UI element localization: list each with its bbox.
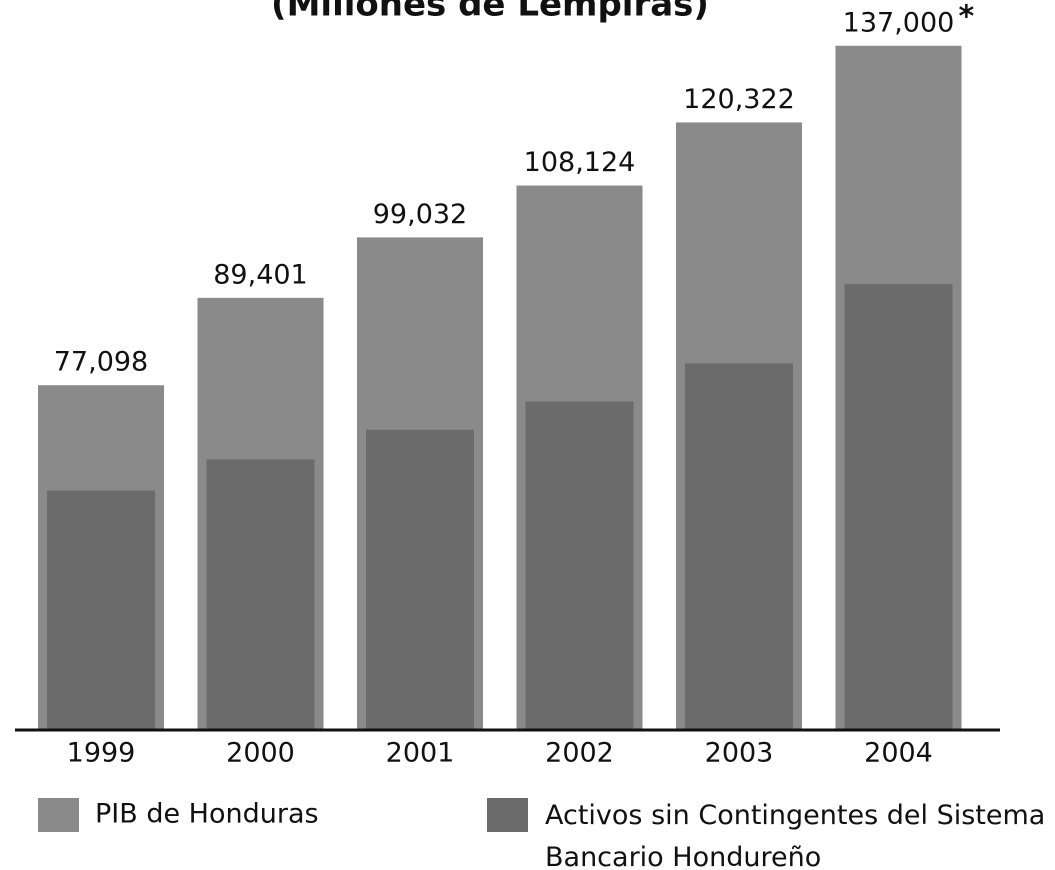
bar <box>525 401 634 730</box>
legend-label: Activos sin Contingentes del Sistema Ban… <box>545 800 1046 870</box>
legend-swatch <box>487 798 528 832</box>
x-tick-label: 2001 <box>386 738 455 769</box>
value-label: 99,032 <box>373 199 467 230</box>
bar <box>47 490 155 730</box>
bar <box>206 459 315 730</box>
x-tick-label: 2004 <box>864 738 933 769</box>
bar <box>366 429 474 730</box>
x-tick-label: 2000 <box>226 738 295 769</box>
value-label: 89,401 <box>213 259 307 290</box>
chart-title: (Millones de Lempiras) <box>271 0 709 25</box>
annotation: * <box>959 0 975 34</box>
bar <box>685 363 793 730</box>
bar <box>844 284 953 730</box>
value-label: 120,322 <box>683 84 795 115</box>
value-label: 137,000 <box>843 7 955 38</box>
legend-label: PIB de Honduras <box>95 799 319 830</box>
value-label: 77,098 <box>54 347 148 378</box>
x-tick-label: 1999 <box>67 738 136 769</box>
legend-swatch <box>38 798 79 832</box>
x-tick-label: 2003 <box>705 738 774 769</box>
value-label: 108,124 <box>524 147 636 178</box>
x-tick-label: 2002 <box>545 738 614 769</box>
